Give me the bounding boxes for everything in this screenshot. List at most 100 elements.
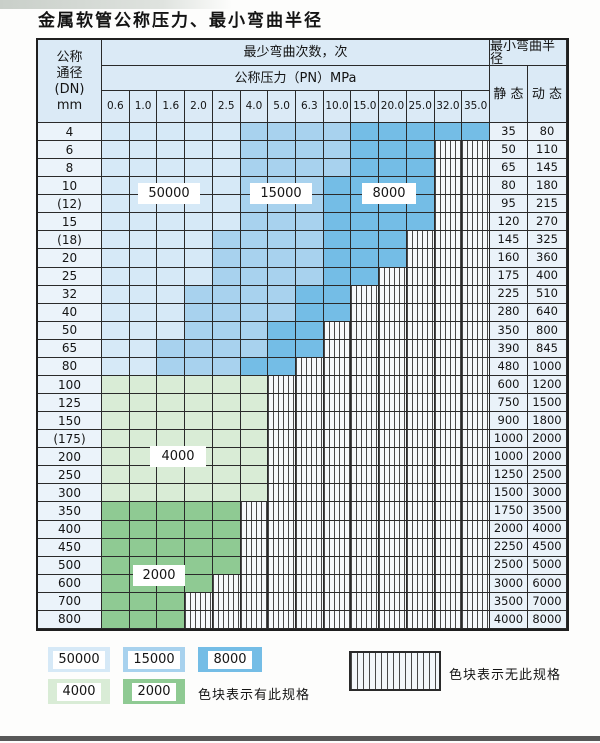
spec-cell-blue_50000 bbox=[102, 303, 130, 322]
spec-cell-green_2000 bbox=[185, 520, 213, 539]
spec-cell-none bbox=[351, 502, 380, 521]
spec-cell-none bbox=[434, 357, 463, 376]
spec-cell-none bbox=[323, 357, 352, 376]
spec-cell-blue_8000 bbox=[351, 231, 380, 250]
spec-cell-none bbox=[406, 466, 435, 485]
spec-cell-blue_50000 bbox=[185, 267, 213, 286]
inline-label-50000: 50000 bbox=[138, 183, 200, 204]
dynamic-radius-cell: 4500 bbox=[527, 538, 567, 557]
static-radius-cell: 1000 bbox=[489, 448, 528, 467]
spec-cell-none bbox=[212, 574, 241, 593]
static-radius-cell: 160 bbox=[489, 249, 528, 268]
spec-cell-green_4000 bbox=[102, 466, 130, 485]
spec-cell-none bbox=[434, 303, 463, 322]
bottom-border-bar bbox=[0, 736, 600, 741]
spec-cell-green_4000 bbox=[129, 412, 158, 431]
spec-cell-green_2000 bbox=[102, 592, 130, 611]
dynamic-radius-cell: 80 bbox=[527, 123, 567, 142]
spec-cell-blue_8000 bbox=[379, 231, 407, 250]
dn-cell: 15 bbox=[38, 213, 102, 232]
spec-cell-green_2000 bbox=[185, 538, 213, 557]
spec-cell-none bbox=[462, 375, 490, 395]
static-radius-cell: 2250 bbox=[489, 538, 528, 557]
static-radius-cell: 600 bbox=[489, 375, 528, 395]
spec-cell-none bbox=[434, 520, 463, 539]
spec-cell-none bbox=[379, 394, 407, 413]
spec-cell-blue_50000 bbox=[129, 285, 158, 304]
spec-cell-blue_8000 bbox=[351, 123, 380, 142]
spec-cell-blue_15000 bbox=[295, 159, 324, 178]
spec-cell-none bbox=[406, 339, 435, 358]
header-pn-32.0: 32.0 bbox=[434, 91, 463, 123]
spec-cell-none bbox=[379, 502, 407, 521]
spec-cell-none bbox=[434, 610, 463, 629]
legend-label-8000: 8000 bbox=[208, 650, 252, 669]
static-radius-cell: 390 bbox=[489, 339, 528, 358]
spec-cell-blue_50000 bbox=[157, 141, 186, 160]
spec-cell-green_4000 bbox=[185, 394, 213, 413]
dynamic-radius-cell: 6000 bbox=[527, 574, 567, 593]
spec-cell-blue_8000 bbox=[323, 249, 352, 268]
spec-cell-blue_15000 bbox=[240, 141, 269, 160]
spec-table-grid: 公称 通径 (DN) mm 最少弯曲次数，次 最小弯曲半径 公称压力（PN）MPa 静 态动 … bbox=[38, 40, 567, 629]
spec-cell-none bbox=[323, 592, 352, 611]
spec-cell-green_4000 bbox=[129, 430, 158, 449]
spec-table: 公称 通径 (DN) mm 最少弯曲次数，次 最小弯曲半径 公称压力（PN）MPa 静 态动 … bbox=[36, 38, 569, 631]
spec-cell-none bbox=[240, 592, 269, 611]
static-radius-cell: 1250 bbox=[489, 466, 528, 485]
spec-cell-none bbox=[240, 520, 269, 539]
spec-cell-none bbox=[406, 321, 435, 340]
spec-cell-none bbox=[351, 520, 380, 539]
spec-cell-blue_8000 bbox=[323, 213, 352, 232]
spec-cell-none bbox=[379, 484, 407, 503]
spec-cell-blue_8000 bbox=[268, 357, 296, 376]
dynamic-radius-cell: 1200 bbox=[527, 375, 567, 395]
spec-cell-none bbox=[295, 448, 324, 467]
dynamic-radius-cell: 4000 bbox=[527, 520, 567, 539]
dn-cell: 400 bbox=[38, 520, 102, 539]
header-pn-20.0: 20.0 bbox=[379, 91, 407, 123]
spec-cell-green_4000 bbox=[129, 484, 158, 503]
spec-cell-none bbox=[268, 520, 296, 539]
spec-cell-blue_50000 bbox=[157, 303, 186, 322]
dn-cell: 65 bbox=[38, 339, 102, 358]
spec-cell-none bbox=[379, 267, 407, 286]
spec-cell-none bbox=[462, 303, 490, 322]
dn-cell: 200 bbox=[38, 448, 102, 467]
spec-cell-blue_15000 bbox=[157, 357, 186, 376]
spec-cell-none bbox=[406, 538, 435, 557]
spec-cell-green_4000 bbox=[102, 375, 130, 395]
spec-cell-blue_15000 bbox=[295, 267, 324, 286]
spec-cell-green_4000 bbox=[185, 466, 213, 485]
spec-cell-blue_50000 bbox=[129, 357, 158, 376]
spec-cell-green_4000 bbox=[212, 430, 241, 449]
dn-cell: 800 bbox=[38, 610, 102, 629]
spec-cell-green_4000 bbox=[129, 375, 158, 395]
spec-cell-blue_15000 bbox=[240, 285, 269, 304]
spec-cell-blue_50000 bbox=[212, 123, 241, 142]
spec-cell-none bbox=[406, 412, 435, 431]
spec-cell-blue_50000 bbox=[102, 231, 130, 250]
spec-cell-blue_8000 bbox=[323, 303, 352, 322]
spec-cell-green_4000 bbox=[212, 412, 241, 431]
spec-cell-green_4000 bbox=[102, 394, 130, 413]
spec-cell-blue_15000 bbox=[212, 303, 241, 322]
spec-cell-none bbox=[434, 177, 463, 196]
spec-cell-none bbox=[351, 484, 380, 503]
spec-cell-blue_50000 bbox=[157, 285, 186, 304]
spec-cell-green_2000 bbox=[129, 592, 158, 611]
spec-cell-none bbox=[295, 357, 324, 376]
spec-cell-blue_15000 bbox=[240, 159, 269, 178]
static-radius-cell: 175 bbox=[489, 267, 528, 286]
static-radius-cell: 1000 bbox=[489, 430, 528, 449]
spec-cell-none bbox=[434, 285, 463, 304]
spec-cell-green_4000 bbox=[240, 412, 269, 431]
spec-cell-blue_15000 bbox=[295, 123, 324, 142]
spec-cell-blue_50000 bbox=[102, 123, 130, 142]
spec-cell-green_2000 bbox=[212, 538, 241, 557]
spec-cell-blue_50000 bbox=[129, 213, 158, 232]
inline-label-2000: 2000 bbox=[133, 565, 185, 586]
spec-cell-green_4000 bbox=[102, 448, 130, 467]
spec-cell-none bbox=[434, 159, 463, 178]
spec-cell-none bbox=[351, 321, 380, 340]
